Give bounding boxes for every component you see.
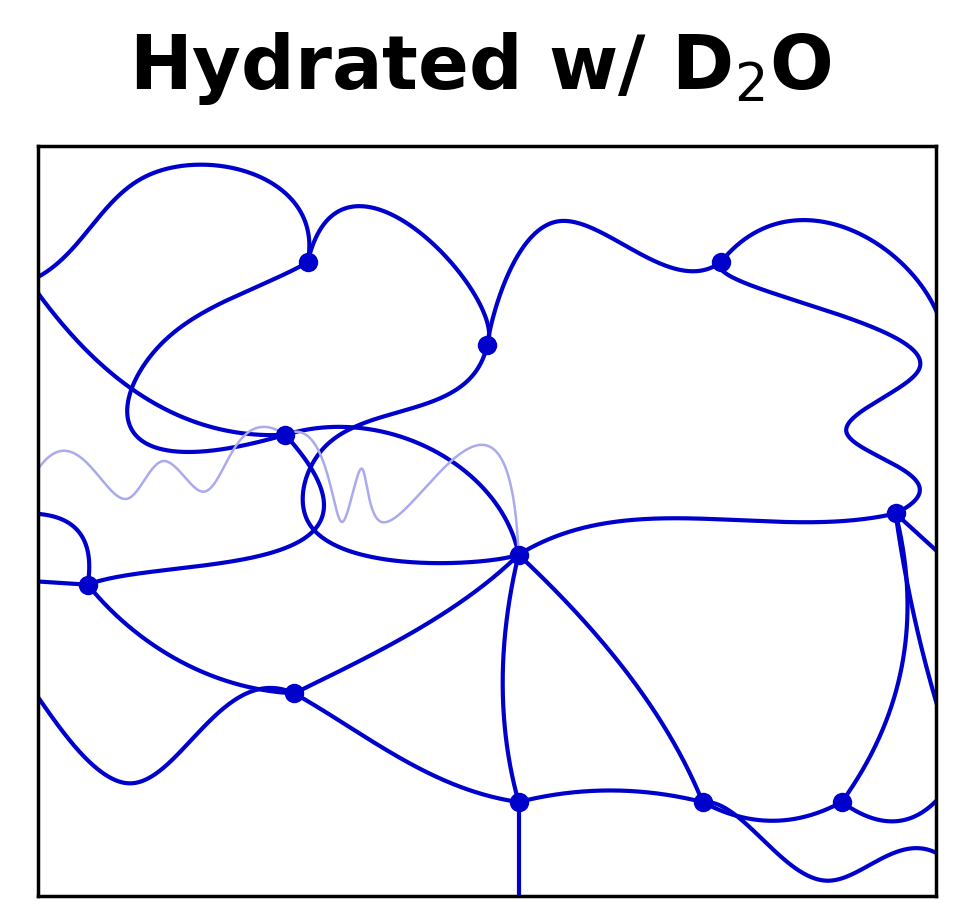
- Text: Hydrated w/ D$_2$O: Hydrated w/ D$_2$O: [129, 29, 831, 107]
